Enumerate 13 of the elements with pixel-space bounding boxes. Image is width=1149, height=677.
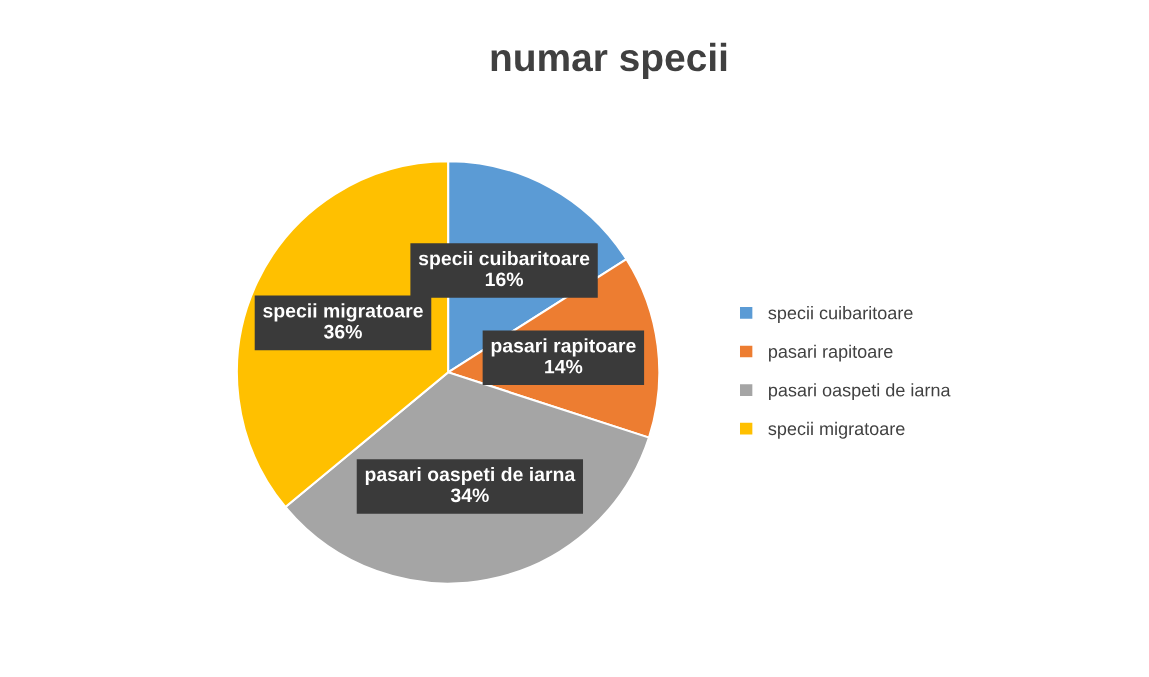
legend-label: pasari rapitoare [769, 344, 893, 362]
legend-label: specii cuibaritoare [768, 306, 913, 323]
data-label: 16% [485, 272, 524, 287]
data-label: 14% [545, 359, 583, 374]
data-label: 34% [450, 488, 489, 503]
legend-label: pasari oaspeti de iarna [769, 383, 951, 401]
data-label: 36% [323, 324, 362, 339]
slice-label: pasari oaspeti de iarna [365, 466, 576, 486]
slice-label: specii migratoare [263, 303, 423, 322]
slice-label: pasari rapitoare [491, 338, 636, 357]
chart-title: numar specii [491, 42, 727, 80]
slice-label: specii cuibaritoare [418, 251, 590, 270]
legend-label: specii migratoare [768, 421, 905, 439]
